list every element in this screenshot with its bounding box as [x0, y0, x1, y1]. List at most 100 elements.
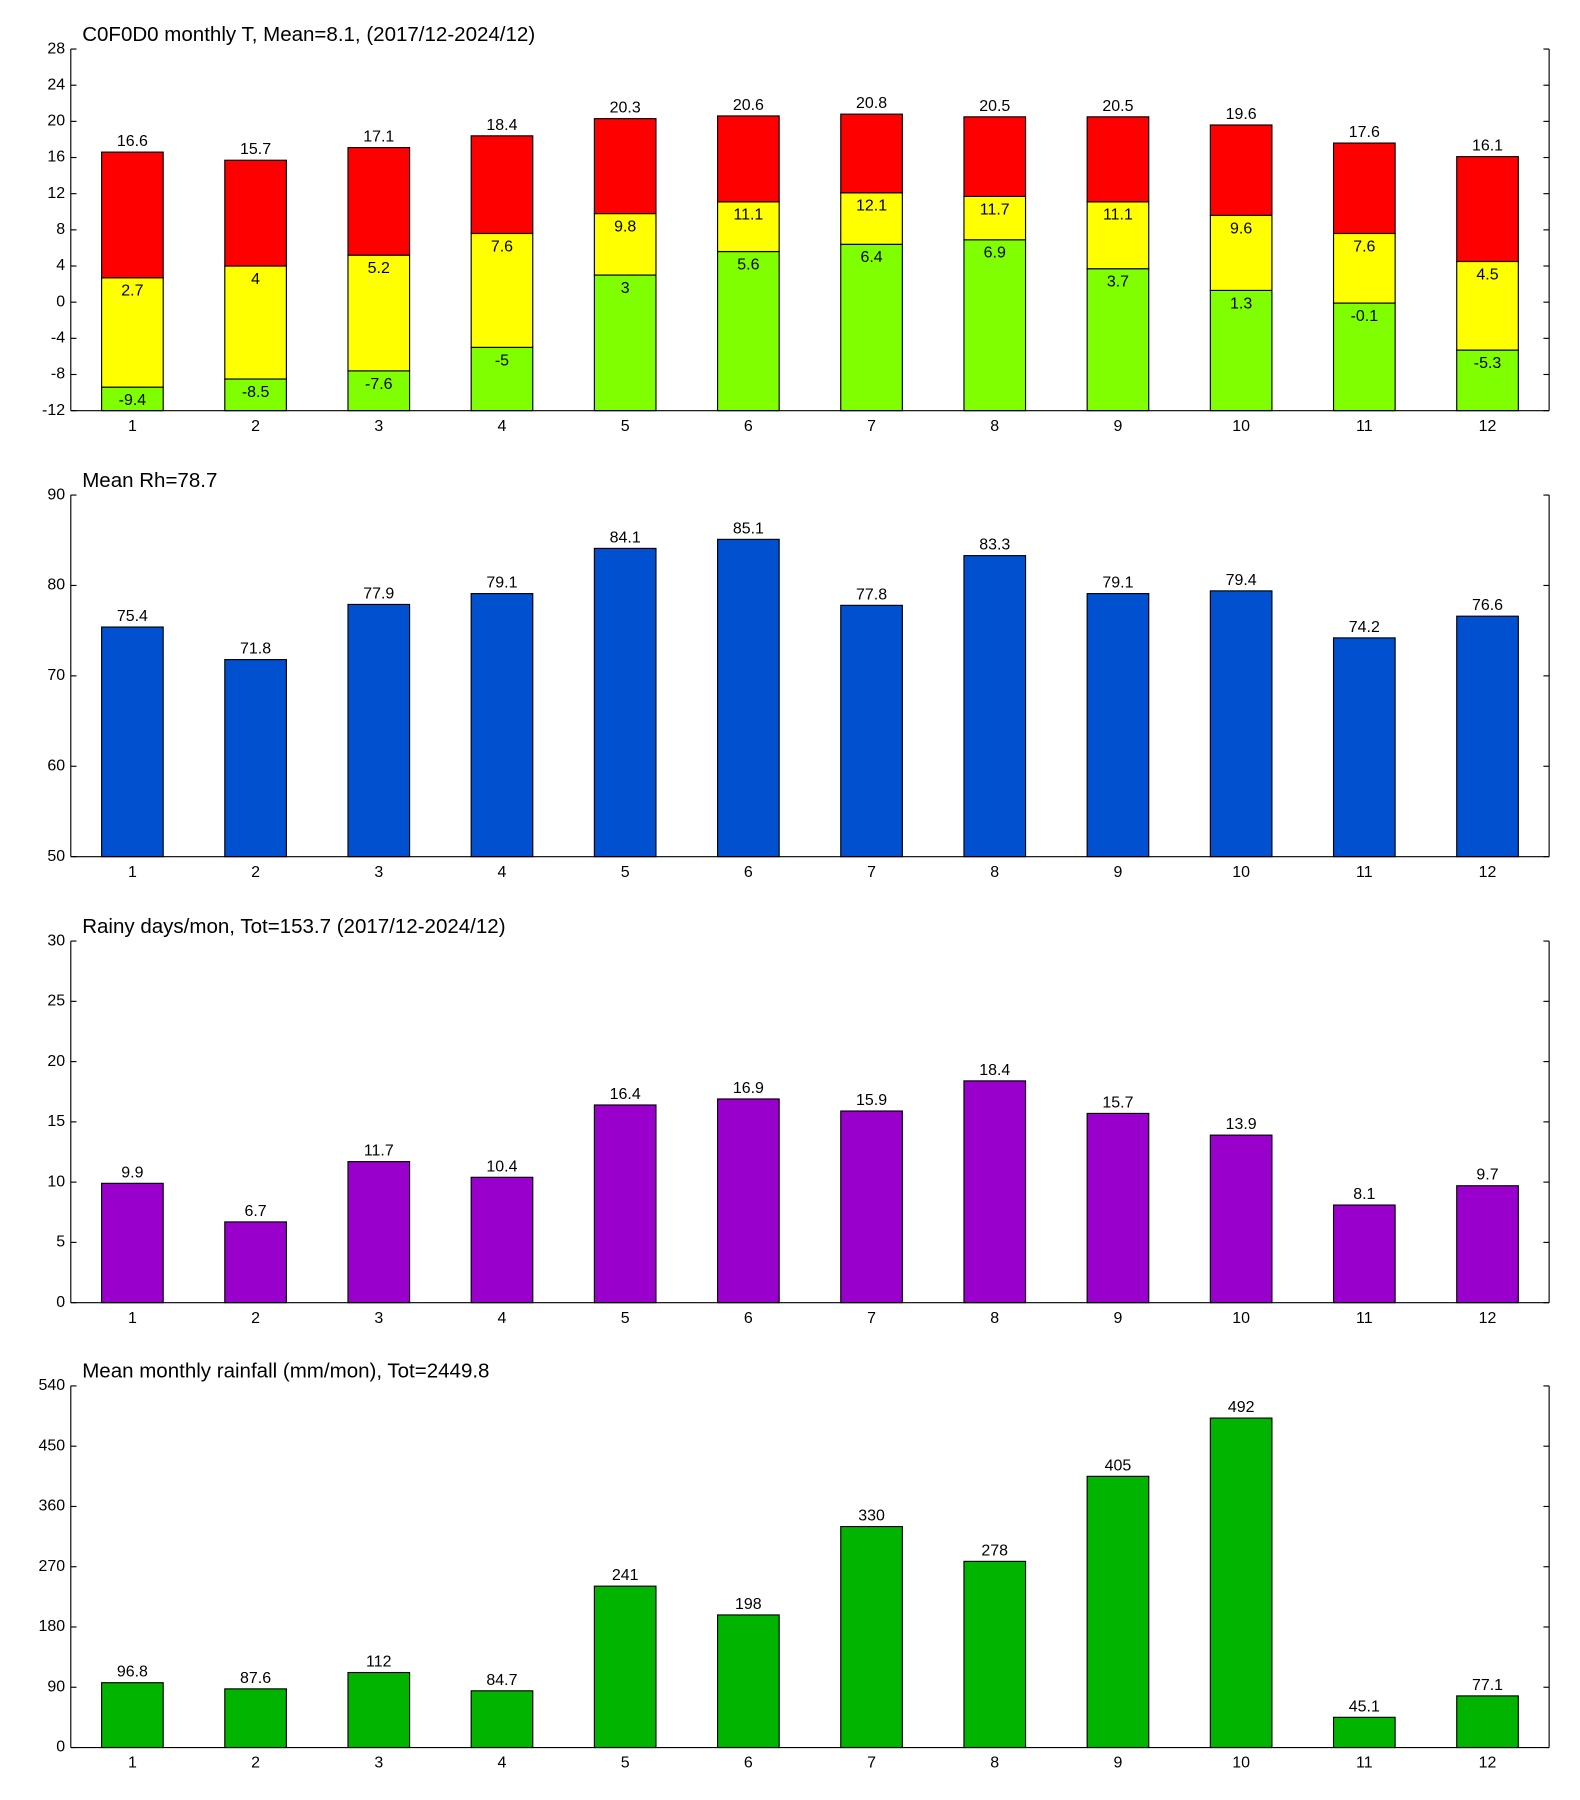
- bar: [1209, 124, 1273, 216]
- y-tick-label: 12: [47, 185, 65, 202]
- bar: [101, 277, 164, 388]
- value-label: 16.9: [733, 1080, 764, 1097]
- x-tick-label: 10: [1232, 1310, 1250, 1327]
- x-tick-label: 9: [1114, 1755, 1123, 1772]
- x-tick-label: 10: [1232, 864, 1250, 881]
- bar: [840, 113, 903, 194]
- chart-title: Rainy days/mon, Tot=153.7 (2017/12-2024/…: [82, 915, 505, 938]
- value-label: 20.6: [733, 97, 764, 114]
- bar: [1209, 1134, 1273, 1304]
- value-label: -5: [495, 352, 509, 369]
- value-label: 18.4: [979, 1062, 1010, 1079]
- x-tick-label: 5: [621, 1310, 630, 1327]
- value-label: 20.5: [1102, 98, 1133, 115]
- value-label: 6.4: [860, 249, 882, 266]
- value-label: 3.7: [1107, 274, 1129, 291]
- x-tick-label: 5: [621, 864, 630, 881]
- x-tick-label: 7: [867, 418, 876, 435]
- bar: [224, 659, 287, 858]
- y-tick-label: 24: [47, 76, 65, 93]
- y-tick-label: 0: [56, 1739, 65, 1756]
- value-label: 11.7: [364, 1143, 394, 1160]
- x-tick-label: 11: [1356, 1310, 1373, 1327]
- value-label: 5.6: [737, 256, 759, 273]
- value-label: 12.1: [856, 198, 887, 215]
- x-tick-label: 4: [498, 418, 507, 435]
- y-tick-label: 360: [38, 1498, 65, 1515]
- value-label: 79.4: [1226, 572, 1257, 589]
- y-tick-label: 540: [38, 1377, 65, 1394]
- y-tick-label: 10: [47, 1173, 65, 1190]
- bar: [1332, 1716, 1396, 1749]
- value-label: -7.6: [365, 376, 393, 393]
- bar: [716, 1098, 780, 1304]
- x-tick-label: 9: [1114, 1310, 1123, 1327]
- value-label: 19.6: [1226, 106, 1257, 123]
- y-tick-label: 4: [56, 257, 65, 274]
- bar: [840, 1525, 903, 1749]
- y-tick-label: 270: [38, 1558, 65, 1575]
- x-tick-label: 8: [990, 864, 999, 881]
- bar: [101, 626, 164, 858]
- y-tick-label: 450: [38, 1437, 65, 1454]
- bar: [593, 1104, 657, 1304]
- bar: [1456, 156, 1519, 263]
- bar: [347, 147, 411, 256]
- x-tick-label: 8: [990, 418, 999, 435]
- bar: [470, 593, 534, 858]
- x-tick-label: 8: [990, 1310, 999, 1327]
- y-tick-label: 90: [47, 486, 65, 503]
- y-tick-label: 70: [47, 667, 65, 684]
- x-tick-label: 3: [374, 864, 383, 881]
- x-tick-label: 2: [251, 864, 260, 881]
- x-tick-label: 1: [128, 1755, 137, 1772]
- value-label: 20.5: [979, 98, 1010, 115]
- bar: [224, 159, 287, 267]
- y-tick-label: 28: [47, 40, 65, 57]
- bar: [1209, 289, 1273, 412]
- bar: [840, 243, 903, 412]
- y-tick-label: 180: [38, 1618, 65, 1635]
- bar: [593, 118, 657, 215]
- value-label: 7.6: [491, 238, 513, 255]
- value-label: 84.1: [610, 529, 641, 546]
- value-label: 77.1: [1472, 1677, 1503, 1694]
- value-label: -5.3: [1474, 355, 1502, 372]
- bar: [1332, 142, 1396, 235]
- bar: [224, 1688, 287, 1749]
- value-label: 3: [621, 280, 630, 297]
- x-tick-label: 4: [498, 1755, 507, 1772]
- x-tick-label: 6: [744, 864, 753, 881]
- y-tick-label: 8: [56, 221, 65, 238]
- bar: [716, 115, 780, 203]
- x-tick-label: 5: [621, 418, 630, 435]
- x-tick-label: 8: [990, 1755, 999, 1772]
- x-tick-label: 12: [1479, 1755, 1497, 1772]
- value-label: 2.7: [121, 283, 143, 300]
- value-label: 8.1: [1353, 1186, 1375, 1203]
- bar: [840, 604, 903, 858]
- y-tick-label: -8: [51, 366, 65, 383]
- x-tick-label: 2: [251, 1755, 260, 1772]
- value-label: 87.6: [240, 1670, 271, 1687]
- value-label: 9.7: [1476, 1167, 1498, 1184]
- bar: [716, 538, 780, 858]
- bar: [101, 1182, 164, 1304]
- bar: [716, 201, 780, 253]
- value-label: 9.6: [1230, 220, 1252, 237]
- value-label: -9.4: [119, 392, 147, 409]
- x-tick-label: 11: [1356, 864, 1373, 881]
- bar: [716, 1614, 780, 1749]
- bar: [963, 116, 1027, 197]
- value-label: 77.8: [856, 586, 887, 603]
- value-label: 76.6: [1472, 597, 1503, 614]
- bar: [224, 1221, 287, 1304]
- x-tick-label: 12: [1479, 1310, 1497, 1327]
- bar: [470, 346, 534, 412]
- value-label: 85.1: [733, 520, 764, 537]
- y-tick-label: 60: [47, 757, 65, 774]
- value-label: 112: [366, 1653, 392, 1670]
- y-tick-label: 20: [47, 113, 65, 130]
- value-label: 9.8: [614, 218, 636, 235]
